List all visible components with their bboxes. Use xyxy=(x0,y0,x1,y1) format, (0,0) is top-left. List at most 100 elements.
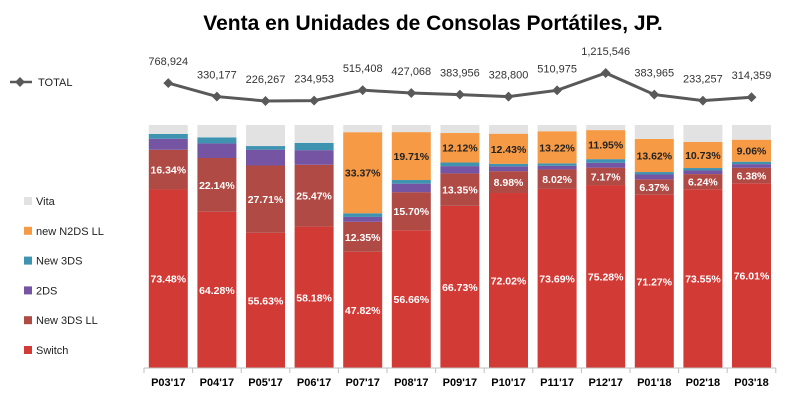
bar-segment xyxy=(683,125,723,142)
bar-segment xyxy=(489,171,528,193)
x-tick-label: P06'17 xyxy=(297,377,331,389)
total-point xyxy=(649,89,660,100)
total-data-label: 768,924 xyxy=(148,56,188,68)
bar-segment xyxy=(197,157,237,212)
bar-data-label: 76.01% xyxy=(734,271,770,283)
bar-segment xyxy=(246,149,285,166)
total-point xyxy=(503,91,514,102)
bar-segment xyxy=(197,211,237,368)
bar-segment xyxy=(537,131,577,164)
bar-segment xyxy=(246,165,285,233)
bar-segment xyxy=(732,183,771,368)
bar-segment xyxy=(343,125,383,133)
bar-segment xyxy=(148,125,188,134)
bar-segment xyxy=(683,189,723,368)
bar-segment xyxy=(343,221,383,252)
bar-data-label: 12.35% xyxy=(345,232,381,244)
legend-label: new N2DS LL xyxy=(36,226,104,238)
bar-segment xyxy=(489,133,528,164)
bar-segment xyxy=(440,166,480,174)
bar-segment xyxy=(294,142,334,151)
bar-segment xyxy=(440,205,480,368)
bar-data-label: 73.48% xyxy=(150,274,186,286)
bar-segment xyxy=(537,188,577,368)
bar-segment xyxy=(586,159,626,163)
total-point xyxy=(552,85,563,96)
bar-segment xyxy=(586,130,626,160)
bar-data-label: 19.71% xyxy=(393,151,429,163)
legend: Vita new N2DS LL New 3DS 2DS New 3DS LL Switc… xyxy=(24,196,104,357)
bar-segment xyxy=(148,189,188,368)
bar-data-label: 13.35% xyxy=(442,185,478,197)
bar-segment xyxy=(440,125,480,134)
bar-segment xyxy=(246,232,285,368)
bar-segment xyxy=(489,166,528,172)
total-data-label: 383,956 xyxy=(440,68,480,80)
bar-segment xyxy=(683,170,723,175)
bar-data-label: 75.28% xyxy=(588,272,624,284)
legend-label: New 3DS LL xyxy=(36,315,98,327)
total-data-label: 515,408 xyxy=(343,63,383,75)
bar-segment xyxy=(343,132,383,214)
x-tick-label: P10'17 xyxy=(491,377,525,389)
total-legend-label: TOTAL xyxy=(38,77,72,89)
total-data-label: 510,975 xyxy=(537,63,577,75)
bar-segment xyxy=(683,168,723,171)
total-data-label: 233,257 xyxy=(683,74,723,86)
bar-data-label: 27.71% xyxy=(248,194,284,206)
bar-data-label: 47.82% xyxy=(345,305,381,317)
bar-segment xyxy=(634,125,674,139)
total-data-label: 383,965 xyxy=(634,68,674,80)
x-tick-label: P03'18 xyxy=(734,377,768,389)
bar-segment xyxy=(537,165,577,170)
bar-segment xyxy=(586,185,626,368)
total-point xyxy=(600,68,611,78)
bar-segment xyxy=(634,174,674,180)
total-point xyxy=(406,88,417,99)
bar-segment xyxy=(732,161,771,165)
total-point xyxy=(697,95,708,106)
bar-data-label: 6.38% xyxy=(737,171,767,183)
bar-segment xyxy=(148,138,188,150)
bar-segment xyxy=(634,138,674,173)
total-point xyxy=(746,92,757,103)
bar-segment xyxy=(246,125,285,147)
legend-swatch xyxy=(24,316,32,325)
bar-data-label: 25.47% xyxy=(296,191,332,203)
bar-segment xyxy=(391,180,431,184)
bar-segment xyxy=(391,132,431,181)
x-tick-label: P02'18 xyxy=(686,377,720,389)
bar-segment xyxy=(391,230,431,368)
bar-segment xyxy=(586,162,626,168)
bar-data-label: 6.24% xyxy=(688,177,718,189)
bar-segment xyxy=(391,192,431,231)
bar-data-label: 8.02% xyxy=(542,174,572,186)
total-point xyxy=(163,78,174,89)
total-point xyxy=(357,85,368,96)
bar-segment xyxy=(732,167,771,184)
bar-data-label: 66.73% xyxy=(442,282,478,294)
bar-data-label: 73.55% xyxy=(685,274,721,286)
bar-segment xyxy=(732,164,771,168)
bar-data-label: 58.18% xyxy=(296,292,332,304)
bar-segment xyxy=(537,125,577,132)
bar-data-label: 33.37% xyxy=(345,168,381,180)
bar-segment xyxy=(294,226,334,368)
bar-segment xyxy=(683,174,723,190)
total-legend: TOTAL xyxy=(10,77,72,89)
legend-label: New 3DS xyxy=(36,256,82,268)
legend-swatch xyxy=(24,197,32,205)
bar-data-label: 16.34% xyxy=(150,165,186,177)
bar-data-label: 7.17% xyxy=(591,171,621,183)
bar-segment xyxy=(197,125,237,138)
bar-data-label: 56.66% xyxy=(393,294,429,306)
bar-segment xyxy=(343,213,383,217)
bar-segment xyxy=(634,194,674,368)
bar-data-label: 6.37% xyxy=(639,182,669,194)
bar-data-label: 55.63% xyxy=(248,295,284,307)
bar-data-label: 22.14% xyxy=(199,180,235,192)
bar-segment xyxy=(440,133,480,163)
bar-data-label: 64.28% xyxy=(199,285,235,297)
bar-segment xyxy=(440,173,480,206)
bar-segment xyxy=(294,150,334,165)
